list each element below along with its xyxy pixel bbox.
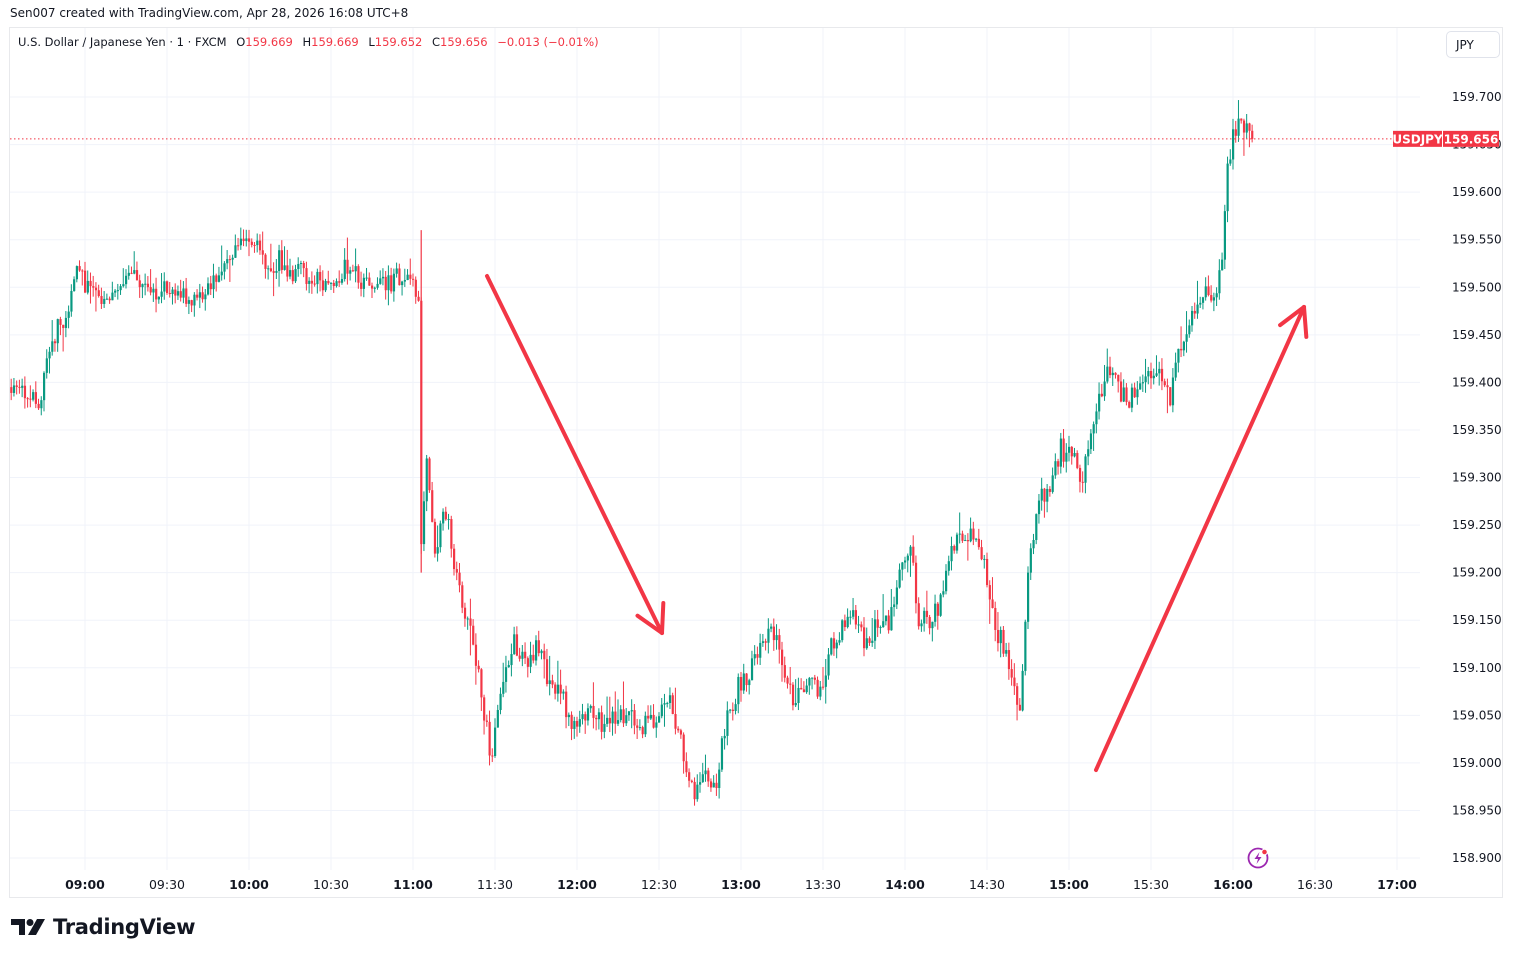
attribution-text: Sen007 created with TradingView.com, Apr… bbox=[10, 6, 409, 20]
svg-text:USDJPY: USDJPY bbox=[1392, 132, 1443, 146]
currency-button[interactable]: JPY bbox=[1446, 31, 1500, 58]
price-tick: 159.400 bbox=[1452, 375, 1502, 389]
symbol-name: U.S. Dollar / Japanese Yen bbox=[18, 35, 166, 49]
time-tick: 13:30 bbox=[805, 877, 841, 892]
time-tick: 09:00 bbox=[65, 877, 105, 892]
time-tick: 12:30 bbox=[641, 877, 677, 892]
time-tick: 16:30 bbox=[1297, 877, 1333, 892]
price-tick: 158.900 bbox=[1452, 851, 1502, 865]
time-tick: 14:00 bbox=[885, 877, 925, 892]
price-tick: 158.950 bbox=[1452, 803, 1502, 817]
price-tick: 159.300 bbox=[1452, 471, 1502, 485]
up-trend-arrow[interactable] bbox=[1094, 305, 1309, 772]
grid-lines bbox=[10, 28, 1420, 870]
chart-frame bbox=[9, 27, 1503, 898]
time-tick: 11:30 bbox=[477, 877, 513, 892]
price-tick: 159.550 bbox=[1452, 233, 1502, 247]
open-label: O bbox=[236, 35, 246, 49]
svg-text:159.656: 159.656 bbox=[1444, 132, 1499, 146]
tradingview-logo-icon bbox=[11, 919, 45, 935]
price-tick: 159.000 bbox=[1452, 756, 1502, 770]
time-tick: 11:00 bbox=[393, 877, 433, 892]
price-tick: 159.150 bbox=[1452, 613, 1502, 627]
time-tick: 12:00 bbox=[557, 877, 597, 892]
interval: 1 bbox=[176, 35, 184, 49]
tradingview-logo[interactable]: TradingView bbox=[11, 915, 195, 939]
time-tick: 10:30 bbox=[313, 877, 349, 892]
price-tick: 159.100 bbox=[1452, 661, 1502, 675]
price-tick: 159.250 bbox=[1452, 518, 1502, 532]
last-price-label: USDJPY 159.656 bbox=[1392, 130, 1499, 147]
time-tick: 16:00 bbox=[1213, 877, 1253, 892]
high-label: H bbox=[302, 35, 312, 49]
price-tick: 159.050 bbox=[1452, 708, 1502, 722]
close-label: C bbox=[432, 35, 441, 49]
low-label: L bbox=[368, 35, 375, 49]
price-tick: 159.500 bbox=[1452, 280, 1502, 294]
candles bbox=[10, 100, 1254, 806]
time-tick: 09:30 bbox=[149, 877, 185, 892]
time-axis[interactable]: 09:00 09:30 10:00 10:30 11:00 11:30 12:00 12:30… bbox=[65, 877, 1417, 892]
time-tick: 15:30 bbox=[1133, 877, 1169, 892]
time-tick: 15:00 bbox=[1049, 877, 1089, 892]
down-trend-arrow[interactable] bbox=[485, 274, 666, 635]
time-tick: 14:30 bbox=[969, 877, 1005, 892]
time-tick: 13:00 bbox=[721, 877, 761, 892]
time-tick: 17:00 bbox=[1377, 877, 1417, 892]
low-value: 159.652 bbox=[374, 35, 423, 49]
price-tick: 159.600 bbox=[1452, 185, 1502, 199]
high-value: 159.669 bbox=[311, 35, 359, 49]
time-tick: 10:00 bbox=[229, 877, 269, 892]
exchange: FXCM bbox=[194, 35, 227, 49]
open-value: 159.669 bbox=[245, 35, 293, 49]
annotations[interactable] bbox=[485, 274, 1309, 772]
close-value: 159.656 bbox=[440, 35, 488, 49]
price-tick: 159.450 bbox=[1452, 328, 1502, 342]
price-tick: 159.200 bbox=[1452, 566, 1502, 580]
symbol-legend[interactable]: U.S. Dollar / Japanese Yen · 1 · FXCM O1… bbox=[18, 35, 599, 49]
price-tick: 159.350 bbox=[1452, 423, 1502, 437]
lightning-alert-icon[interactable] bbox=[1247, 847, 1269, 869]
price-axis[interactable]: 159.700159.650159.600159.550159.500159.4… bbox=[1452, 90, 1502, 865]
change-value: −0.013 (−0.01%) bbox=[497, 35, 599, 49]
price-tick: 159.700 bbox=[1452, 90, 1502, 104]
logo-text: TradingView bbox=[53, 915, 196, 939]
